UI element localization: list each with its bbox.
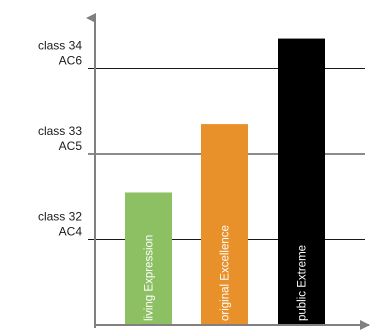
bar-1 xyxy=(125,192,172,325)
bars xyxy=(125,38,325,325)
y-tick-label-2-line2: AC5 xyxy=(59,139,83,153)
bar-label-3: public Extreme xyxy=(297,245,309,321)
bar-2 xyxy=(201,124,248,325)
y-tick-label-3-line1: class 34 xyxy=(38,39,82,53)
y-tick-label-2-line1: class 33 xyxy=(38,124,82,138)
bar-3 xyxy=(278,38,325,325)
y-tick-label-3-line2: AC6 xyxy=(59,54,83,68)
y-tick-label-1-line2: AC4 xyxy=(59,225,83,239)
y-tick-label-1-line1: class 32 xyxy=(38,210,82,224)
axes xyxy=(86,13,370,330)
bar-label-2: original Excellence xyxy=(220,225,232,321)
bar-label-1: living Expression xyxy=(144,235,156,321)
